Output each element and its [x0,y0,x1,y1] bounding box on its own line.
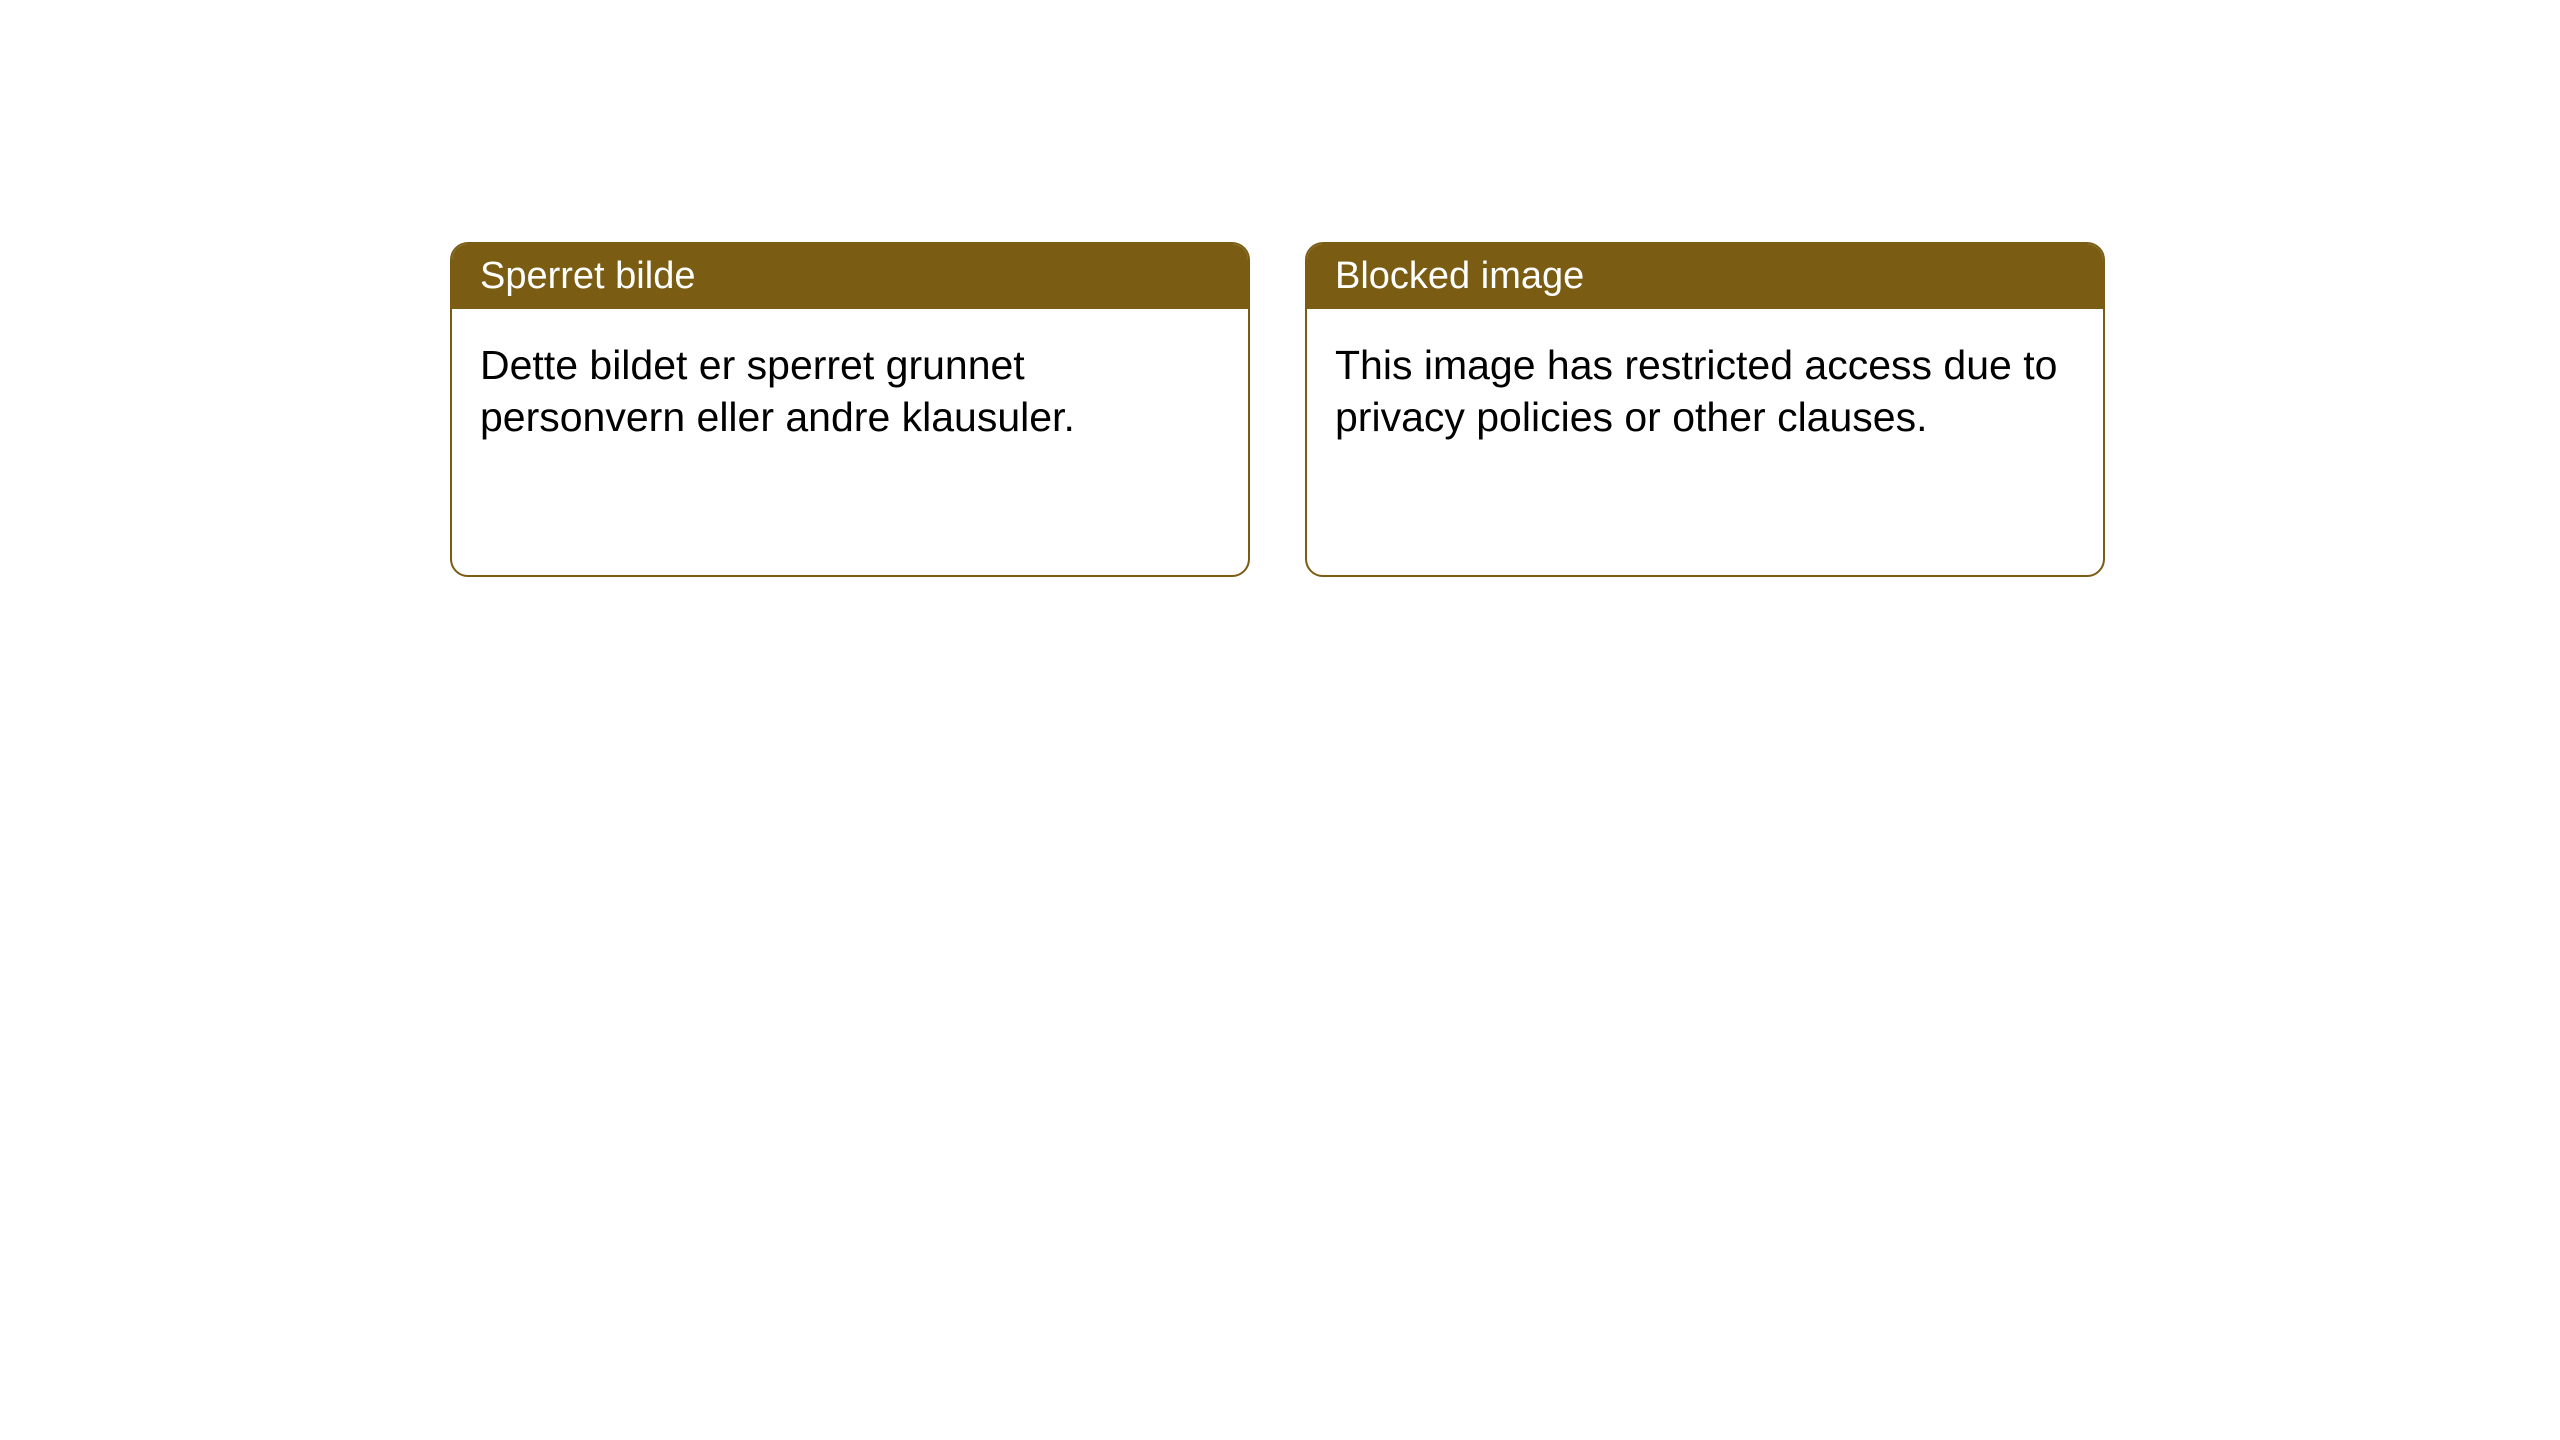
panel-title-english: Blocked image [1307,244,2103,309]
panel-body-norwegian: Dette bildet er sperret grunnet personve… [452,309,1248,473]
panel-title-norwegian: Sperret bilde [452,244,1248,309]
panel-english: Blocked image This image has restricted … [1305,242,2105,577]
blocked-image-panels: Sperret bilde Dette bildet er sperret gr… [450,242,2105,577]
panel-body-english: This image has restricted access due to … [1307,309,2103,473]
panel-norwegian: Sperret bilde Dette bildet er sperret gr… [450,242,1250,577]
